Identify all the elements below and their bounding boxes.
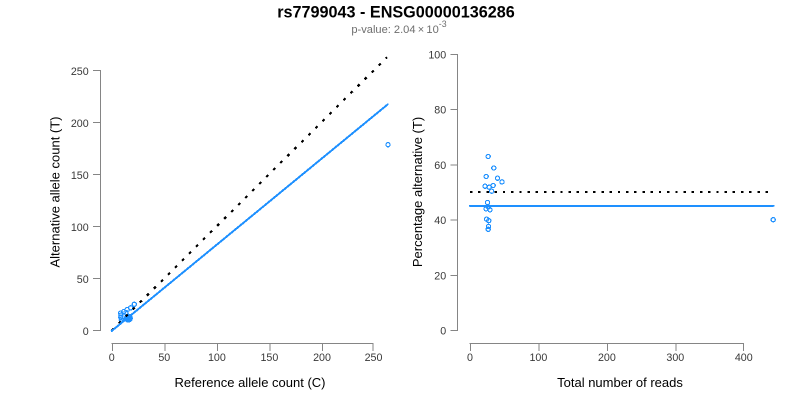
svg-text:p-value: 2.04 × 10-3: p-value: 2.04 × 10-3 [351,19,446,36]
svg-text:60: 60 [434,160,446,172]
svg-text:100: 100 [529,352,547,364]
svg-text:300: 300 [666,352,684,364]
svg-text:Reference allele count (C): Reference allele count (C) [174,375,325,390]
svg-text:250: 250 [71,66,89,78]
svg-text:0: 0 [109,352,115,364]
svg-text:50: 50 [158,352,170,364]
svg-text:150: 150 [71,170,89,182]
svg-text:100: 100 [208,352,226,364]
svg-text:0: 0 [440,326,446,338]
svg-text:0: 0 [467,352,473,364]
svg-text:200: 200 [313,352,331,364]
svg-text:200: 200 [598,352,616,364]
svg-text:Percentage alternative (T): Percentage alternative (T) [410,117,425,267]
svg-text:Total number of reads: Total number of reads [557,375,683,390]
svg-text:400: 400 [735,352,753,364]
svg-text:200: 200 [71,118,89,130]
svg-text:150: 150 [260,352,278,364]
svg-text:100: 100 [428,50,446,62]
svg-text:100: 100 [71,222,89,234]
svg-text:0: 0 [83,326,89,338]
svg-text:Alternative allele count (T): Alternative allele count (T) [48,116,63,267]
svg-text:rs7799043 - ENSG00000136286: rs7799043 - ENSG00000136286 [277,4,515,22]
svg-text:250: 250 [365,352,383,364]
svg-text:40: 40 [434,215,446,227]
svg-text:50: 50 [77,274,89,286]
svg-text:80: 80 [434,105,446,117]
svg-text:20: 20 [434,270,446,282]
